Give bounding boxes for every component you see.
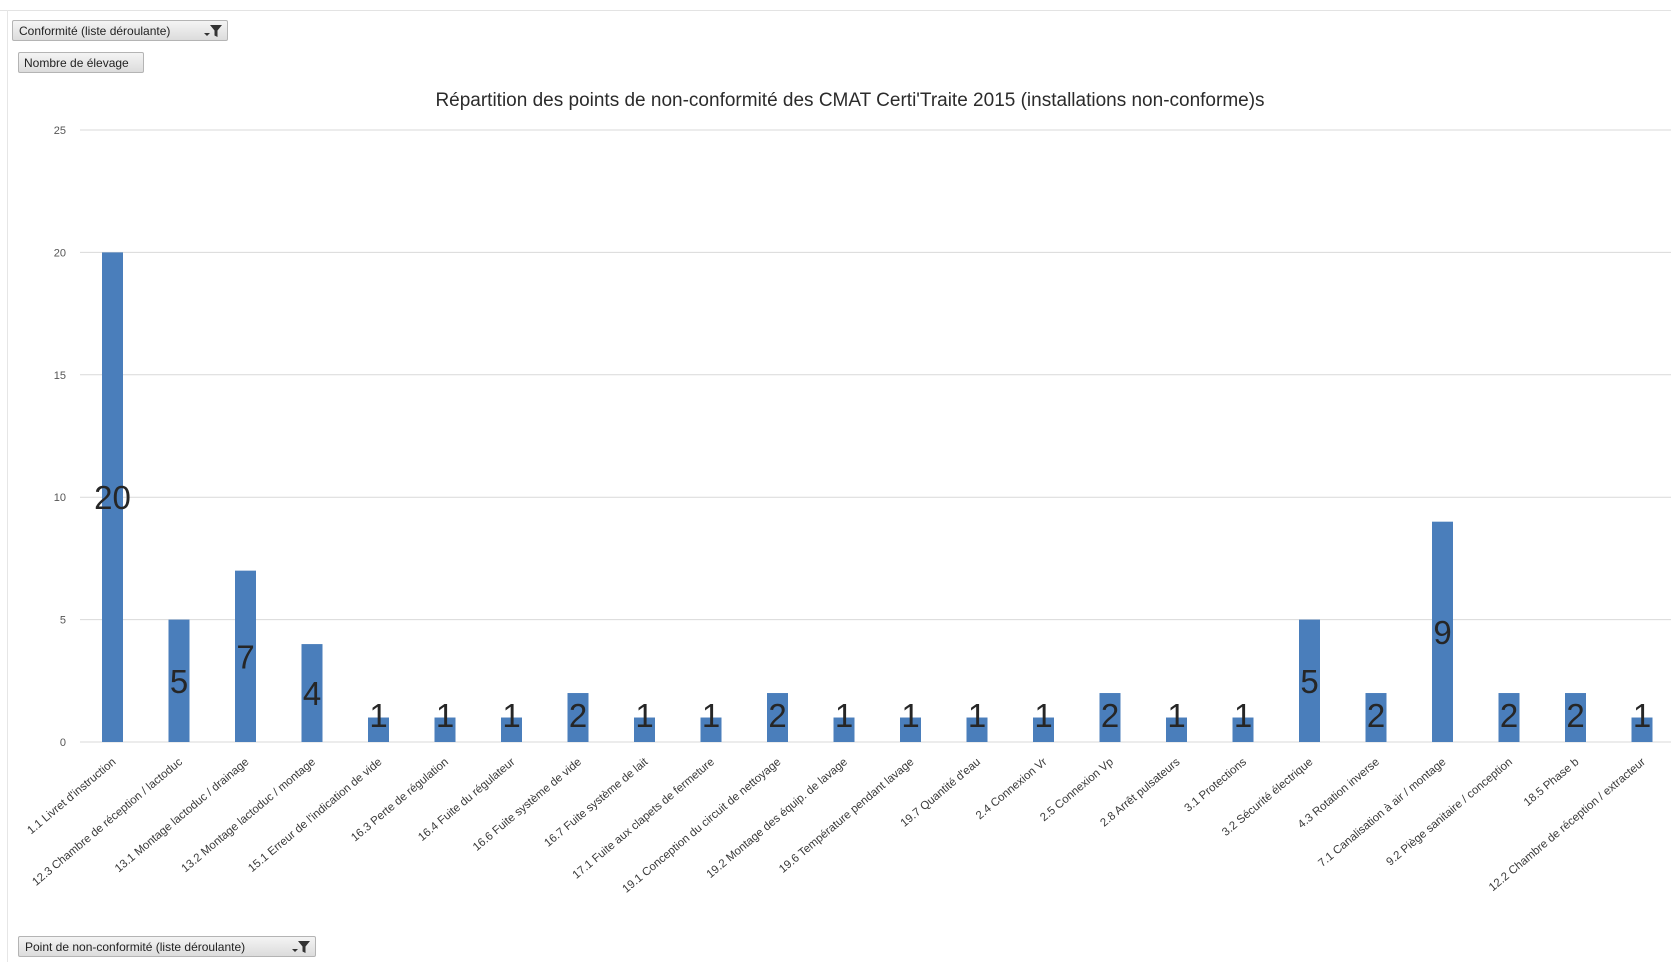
x-tick-label: 13.2 Montage lactoduc / montage bbox=[179, 756, 317, 875]
bar[interactable] bbox=[301, 644, 323, 742]
bar[interactable] bbox=[700, 717, 722, 742]
x-tick-label: 16.6 Fuite système de vide bbox=[471, 756, 584, 854]
bar[interactable] bbox=[368, 717, 389, 742]
data-label: 1 bbox=[1234, 697, 1252, 734]
data-label: 1 bbox=[635, 697, 653, 734]
data-label: 1 bbox=[1633, 697, 1651, 734]
data-labels: 20 5 7 4 1 1 1 2 1 1 2 1 1 1 1 2 1 1 5 2 9 2 2 1 bbox=[94, 479, 1651, 734]
axis-field-filter-button[interactable]: Point de non-conformité (liste déroulant… bbox=[18, 936, 316, 957]
value-field-button[interactable]: Nombre de élevage bbox=[18, 52, 144, 73]
bar[interactable] bbox=[1365, 693, 1387, 742]
gridlines bbox=[80, 129, 1671, 743]
value-field-label: Nombre de élevage bbox=[24, 56, 129, 70]
data-label: 2 bbox=[1367, 697, 1385, 734]
bar[interactable] bbox=[567, 693, 589, 742]
bar[interactable] bbox=[833, 717, 855, 742]
data-label: 5 bbox=[1300, 663, 1318, 700]
bar[interactable] bbox=[966, 717, 988, 742]
left-divider bbox=[7, 10, 8, 962]
bar[interactable] bbox=[1565, 693, 1586, 742]
data-label: 5 bbox=[170, 663, 188, 700]
x-tick-label: 13.1 Montage lactoduc / drainage bbox=[113, 756, 251, 875]
chart-title: Répartition des points de non-conformité… bbox=[435, 90, 1264, 111]
top-divider bbox=[0, 10, 1671, 11]
x-tick-label: 9.2 Piège sanitaire / conception bbox=[1384, 756, 1515, 868]
bar[interactable] bbox=[1033, 717, 1054, 742]
data-label: 1 bbox=[502, 697, 520, 734]
x-tick-label: 3.1 Protections bbox=[1182, 756, 1249, 815]
data-label: 4 bbox=[303, 675, 321, 712]
x-tick-label: 18.5 Phase b bbox=[1522, 756, 1582, 809]
x-tick-label: 2.4 Connexion Vr bbox=[974, 756, 1050, 822]
bars bbox=[102, 252, 1653, 742]
x-tick-label: 7.1 Canalisation à air / montage bbox=[1316, 756, 1448, 870]
y-axis: 0 5 10 15 20 25 bbox=[54, 125, 66, 749]
data-label: 1 bbox=[968, 697, 986, 734]
bar[interactable] bbox=[501, 717, 522, 742]
data-label: 1 bbox=[369, 697, 387, 734]
data-label: 1 bbox=[1167, 697, 1185, 734]
data-label: 20 bbox=[94, 479, 131, 516]
bar[interactable] bbox=[767, 693, 788, 742]
bar[interactable] bbox=[900, 717, 921, 742]
bar[interactable] bbox=[102, 252, 123, 742]
y-tick-label: 5 bbox=[60, 615, 66, 627]
x-tick-label: 19.6 Température pendant lavage bbox=[777, 756, 916, 876]
y-tick-label: 10 bbox=[54, 492, 66, 504]
x-tick-label: 19.2 Montage des équip. de lavage bbox=[705, 756, 850, 881]
data-label: 1 bbox=[702, 697, 720, 734]
data-label: 9 bbox=[1433, 614, 1451, 651]
data-label: 1 bbox=[901, 697, 919, 734]
bar[interactable] bbox=[1631, 717, 1653, 742]
x-tick-label: 12.3 Chambre de réception / lactoduc bbox=[30, 756, 185, 889]
data-label: 2 bbox=[1101, 697, 1119, 734]
y-tick-label: 20 bbox=[54, 247, 66, 259]
bar[interactable] bbox=[434, 717, 456, 742]
conformite-filter-button[interactable]: Conformité (liste déroulante) bbox=[12, 20, 228, 41]
funnel-dropdown-icon bbox=[204, 25, 222, 37]
conformite-filter-label: Conformité (liste déroulante) bbox=[19, 24, 171, 38]
bar[interactable] bbox=[1232, 717, 1254, 742]
data-label: 2 bbox=[768, 697, 786, 734]
y-tick-label: 15 bbox=[54, 370, 66, 382]
x-tick-label: 17.1 Fuite aux clapets de fermeture bbox=[571, 756, 717, 881]
data-label: 1 bbox=[1034, 697, 1052, 734]
bar[interactable] bbox=[1166, 717, 1187, 742]
data-label: 2 bbox=[1566, 697, 1584, 734]
bar[interactable] bbox=[1299, 619, 1320, 742]
bar[interactable] bbox=[634, 717, 655, 742]
data-label: 2 bbox=[569, 697, 587, 734]
y-tick-label: 25 bbox=[54, 125, 66, 137]
axis-field-filter-label: Point de non-conformité (liste déroulant… bbox=[25, 940, 246, 954]
bar[interactable] bbox=[235, 570, 256, 742]
data-label: 2 bbox=[1500, 697, 1518, 734]
x-tick-label: 15.1 Erreur de l'indication de vide bbox=[246, 756, 384, 875]
bar[interactable] bbox=[168, 619, 190, 742]
x-tick-label: 2.5 Connexion Vp bbox=[1038, 756, 1116, 824]
bar[interactable] bbox=[1099, 693, 1121, 742]
bar[interactable] bbox=[1498, 693, 1520, 742]
data-label: 1 bbox=[835, 697, 853, 734]
funnel-dropdown-icon bbox=[292, 941, 310, 953]
data-label: 1 bbox=[436, 697, 454, 734]
bar[interactable] bbox=[1432, 521, 1453, 742]
y-tick-label: 0 bbox=[60, 737, 66, 749]
data-label: 7 bbox=[236, 638, 254, 675]
